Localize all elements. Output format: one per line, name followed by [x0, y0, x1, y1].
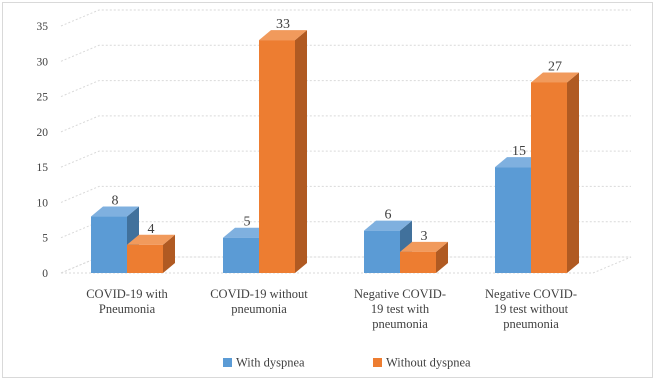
legend-label: With dyspnea	[236, 356, 305, 370]
legend-swatch	[223, 358, 232, 367]
data-label: 27	[548, 59, 562, 74]
legend: With dyspnea Without dyspnea	[223, 356, 471, 370]
data-label: 6	[385, 208, 392, 223]
category-label-line: Negative COVID-	[354, 287, 446, 301]
gridline	[60, 9, 631, 27]
category-label: Negative COVID-19 test with pneumonia	[354, 287, 446, 331]
category-label-line: Negative COVID-	[485, 287, 577, 301]
bar-top	[531, 72, 579, 83]
category-label: COVID-19 with Pneumonia	[86, 287, 168, 316]
bar-top	[259, 30, 307, 41]
y-tick-label: 30	[37, 56, 49, 68]
bar-top	[364, 220, 412, 231]
data-label: 5	[244, 215, 251, 230]
category-label-line: pneumonia	[231, 302, 287, 316]
gridline	[60, 44, 631, 62]
bar-front	[364, 230, 400, 273]
y-tick-label: 0	[42, 268, 48, 280]
data-label: 3	[421, 229, 428, 244]
y-tick-label: 35	[37, 21, 49, 33]
bar-side	[163, 234, 175, 273]
chart-floor	[60, 256, 632, 274]
bar-front	[91, 216, 127, 273]
y-tick-label: 25	[37, 92, 49, 104]
legend-item: With dyspnea	[223, 356, 305, 370]
bar-top	[400, 241, 448, 252]
data-label: 15	[512, 144, 526, 159]
category-label-line: COVID-19 with	[86, 287, 168, 301]
y-axis: 0 5 10 15 20 25 30 35	[37, 21, 49, 280]
data-label: 33	[276, 17, 290, 32]
bar-front	[127, 244, 163, 273]
bar	[127, 234, 175, 273]
bar-front	[531, 82, 567, 273]
category-label-line: 19 test without	[494, 302, 569, 316]
category-label: COVID-19 without pneumonia	[210, 287, 308, 316]
bar-side	[295, 30, 307, 273]
category-label: Negative COVID-19 test without pneumonia	[485, 287, 577, 331]
y-tick-label: 20	[37, 127, 49, 139]
bar-front	[223, 237, 259, 273]
gridline	[60, 185, 631, 203]
y-tick-label: 5	[42, 233, 48, 245]
bar-top	[91, 206, 139, 217]
data-labels: 8 4 5 33 6 3 15 27	[112, 17, 563, 244]
category-label-line: pneumonia	[372, 317, 428, 331]
gridline	[60, 80, 631, 98]
data-label: 4	[148, 222, 155, 237]
legend-swatch	[373, 358, 382, 367]
category-label-line: Pneumonia	[99, 302, 156, 316]
bars	[91, 30, 579, 273]
bar	[400, 241, 448, 273]
legend-label: Without dyspnea	[386, 356, 471, 370]
bar-front	[400, 251, 436, 273]
chart-frame: 0 5 10 15 20 25 30 35 8 4 5 33 6 3 15 27 COVID-19 with…	[2, 2, 653, 378]
category-label-line: COVID-19 without	[210, 287, 308, 301]
bar	[259, 30, 307, 273]
bar	[91, 206, 139, 273]
bar-side	[567, 72, 579, 273]
data-label: 8	[112, 194, 119, 209]
chart: 0 5 10 15 20 25 30 35 8 4 5 33 6 3 15 27 COVID-19 with…	[37, 9, 632, 370]
category-label-line: pneumonia	[503, 317, 559, 331]
gridline	[60, 150, 631, 168]
legend-item: Without dyspnea	[373, 356, 471, 370]
bar-side	[436, 241, 448, 273]
bar-top	[127, 234, 175, 245]
gridline	[60, 115, 631, 133]
category-label-line: 19 test with	[371, 302, 430, 316]
bar-front	[259, 40, 295, 273]
bar-front	[495, 167, 531, 273]
y-tick-label: 10	[37, 197, 49, 209]
bar	[531, 72, 579, 273]
y-tick-label: 15	[37, 162, 49, 174]
